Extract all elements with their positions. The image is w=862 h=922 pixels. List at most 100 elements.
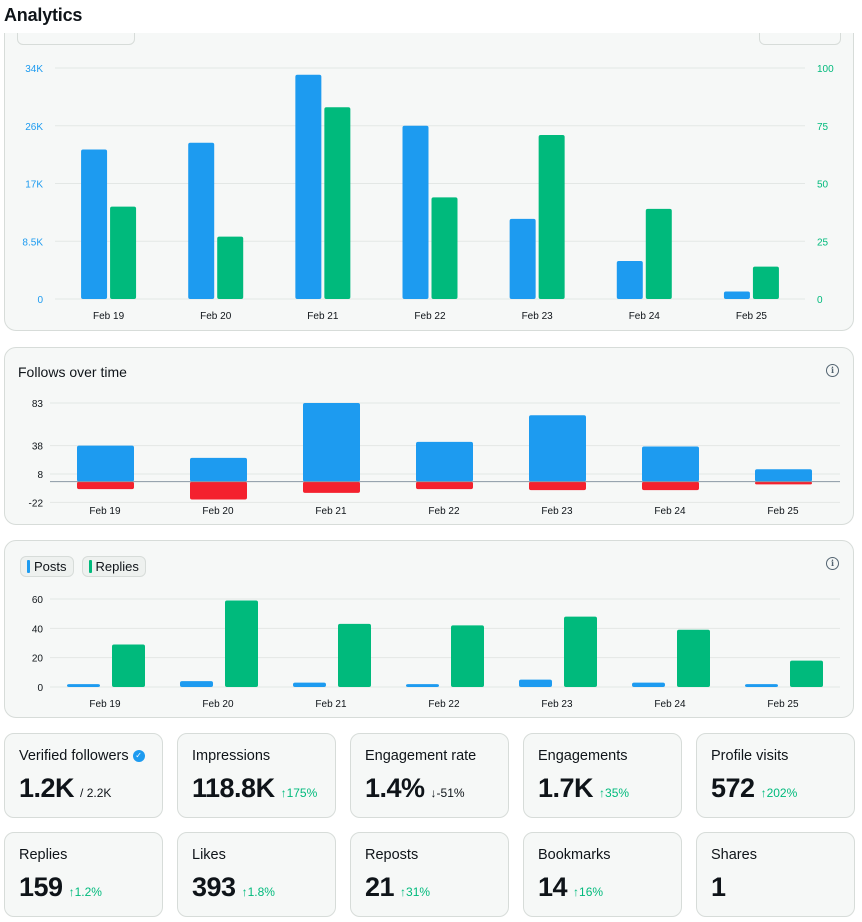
- bar-posts: [406, 684, 439, 687]
- legend-pill-stub[interactable]: [17, 33, 135, 45]
- bar-replies: [451, 625, 484, 687]
- y-tick-label: 20: [32, 654, 44, 665]
- stat-label: Shares: [711, 847, 757, 863]
- stat-card-bookmarks[interactable]: Bookmarks 14 ↑16%: [523, 832, 682, 917]
- bar-follows: [529, 415, 586, 482]
- stat-value-row: 1.4% ↓-51%: [365, 773, 465, 804]
- stat-label: Replies: [19, 847, 68, 863]
- y-tick-label: 83: [32, 399, 44, 410]
- bar-posts: [180, 681, 213, 687]
- x-tick-label: Feb 19: [89, 506, 121, 517]
- y-right-tick-label: 50: [817, 180, 829, 191]
- bar-replies: [338, 623, 371, 687]
- y-tick-label: 60: [32, 595, 44, 606]
- stat-label: Engagement rate: [365, 748, 477, 764]
- x-tick-label: Feb 19: [93, 311, 125, 322]
- legend-replies[interactable]: Replies: [81, 556, 146, 577]
- verified-badge-icon: ✓: [132, 750, 145, 762]
- stat-value-row: 1.2K / 2.2K: [19, 773, 111, 804]
- y-tick-label: 0: [37, 683, 43, 694]
- bar-engagements: [110, 206, 137, 299]
- info-icon[interactable]: i: [826, 557, 839, 570]
- stat-card-engagements[interactable]: Engagements 1.7K ↑35%: [523, 733, 682, 818]
- stat-card-reposts[interactable]: Reposts 21 ↑31%: [350, 832, 509, 917]
- stat-card-shares[interactable]: Shares 1: [696, 832, 855, 917]
- legend-posts[interactable]: Posts: [20, 556, 74, 577]
- bar-posts: [293, 682, 326, 687]
- stat-value-row: 1.7K ↑35%: [538, 773, 629, 804]
- bar-impressions: [295, 74, 322, 299]
- legend-replies-label: Replies: [95, 559, 139, 574]
- stat-change: ↑175%: [280, 786, 318, 800]
- posts-replies-chart: 0 20 40 60 Feb 19 Feb 20 Feb 21 Feb 22 Feb 23 Feb…: [32, 595, 840, 710]
- x-tick-label: Feb 22: [414, 311, 446, 322]
- stat-label: Impressions: [192, 748, 271, 764]
- stat-change: ↑31%: [400, 885, 431, 899]
- bar-unfollows: [642, 481, 699, 491]
- x-tick-label: Feb 20: [202, 699, 234, 710]
- x-tick-label: Feb 23: [541, 699, 573, 710]
- x-tick-label: Feb 25: [767, 506, 799, 517]
- x-tick-label: Feb 23: [541, 506, 573, 517]
- stat-card-replies[interactable]: Replies 159 ↑1.2%: [4, 832, 163, 917]
- bar-engagements: [538, 134, 565, 299]
- stat-label: Bookmarks: [538, 847, 611, 863]
- stat-value: 159: [19, 872, 63, 902]
- bar-impressions: [402, 125, 429, 299]
- y-left-tick-label: 8.5K: [22, 237, 43, 248]
- bar-replies: [677, 629, 710, 687]
- bar-posts: [519, 679, 552, 687]
- stat-value-row: 393 ↑1.8%: [192, 872, 275, 903]
- x-tick-label: Feb 21: [307, 311, 339, 322]
- stat-label: Reposts: [365, 847, 419, 863]
- options-pill-stub[interactable]: [759, 33, 841, 45]
- bar-posts: [632, 682, 665, 687]
- bar-unfollows: [416, 481, 473, 490]
- stat-change: ↑16%: [573, 885, 604, 899]
- y-tick-label: 40: [32, 624, 44, 635]
- impressions-engagements-card: 0 8.5K 17K 26K 34K 0 25 50 75 100 Feb 19 Feb 20 Feb …: [4, 33, 854, 331]
- bar-replies: [790, 660, 823, 687]
- stat-card-engagement-rate[interactable]: Engagement rate 1.4% ↓-51%: [350, 733, 509, 818]
- follows-chart: -22 8 38 83 Feb 19 Feb 20 Feb 21 Feb 22 Feb 23 Fe…: [29, 399, 840, 517]
- follows-card: -22 8 38 83 Feb 19 Feb 20 Feb 21 Feb 22 Feb 23 Fe…: [4, 347, 854, 525]
- x-tick-label: Feb 23: [522, 311, 554, 322]
- x-tick-label: Feb 19: [89, 699, 121, 710]
- follows-title: Follows over time: [18, 364, 127, 380]
- y-tick-label: -22: [29, 498, 44, 509]
- stat-value-row: 572 ↑202%: [711, 773, 797, 804]
- stat-value: 118.8K: [192, 773, 275, 803]
- stat-card-impressions[interactable]: Impressions 118.8K ↑175%: [177, 733, 336, 818]
- x-tick-label: Feb 24: [654, 699, 686, 710]
- x-tick-label: Feb 25: [767, 699, 799, 710]
- stat-value-row: 21 ↑31%: [365, 872, 430, 903]
- stat-value: 21: [365, 872, 395, 902]
- stat-sub: / 2.2K: [80, 786, 112, 800]
- stat-card-profile-visits[interactable]: Profile visits 572 ↑202%: [696, 733, 855, 818]
- stat-change: ↑1.2%: [68, 885, 102, 899]
- x-tick-label: Feb 24: [629, 311, 661, 322]
- y-left-tick-label: 0: [37, 295, 43, 306]
- stat-label: Verified followers ✓: [19, 748, 145, 764]
- y-left-tick-label: 34K: [25, 64, 43, 75]
- stat-value: 1.2K: [19, 773, 75, 803]
- y-right-tick-label: 100: [817, 64, 834, 75]
- bar-follows: [190, 457, 247, 482]
- info-icon[interactable]: i: [826, 364, 839, 377]
- stat-card-likes[interactable]: Likes 393 ↑1.8%: [177, 832, 336, 917]
- y-tick-label: 38: [32, 442, 44, 453]
- bar-unfollows: [190, 481, 247, 500]
- x-tick-label: Feb 22: [428, 699, 460, 710]
- stat-value-row: 14 ↑16%: [538, 872, 603, 903]
- posts-replies-legend: Posts Replies: [20, 556, 146, 577]
- posts-replies-card: 0 20 40 60 Feb 19 Feb 20 Feb 21 Feb 22 Feb 23 Feb…: [4, 540, 854, 718]
- stat-label-text: Verified followers: [19, 748, 129, 764]
- bar-follows: [642, 446, 699, 482]
- bar-impressions: [81, 149, 108, 299]
- bar-impressions: [509, 218, 536, 299]
- legend-replies-swatch: [88, 560, 92, 573]
- bar-follows: [755, 469, 812, 482]
- stat-card-verified-followers[interactable]: Verified followers ✓ 1.2K / 2.2K: [4, 733, 163, 818]
- stat-value-row: 159 ↑1.2%: [19, 872, 102, 903]
- x-tick-label: Feb 25: [736, 311, 768, 322]
